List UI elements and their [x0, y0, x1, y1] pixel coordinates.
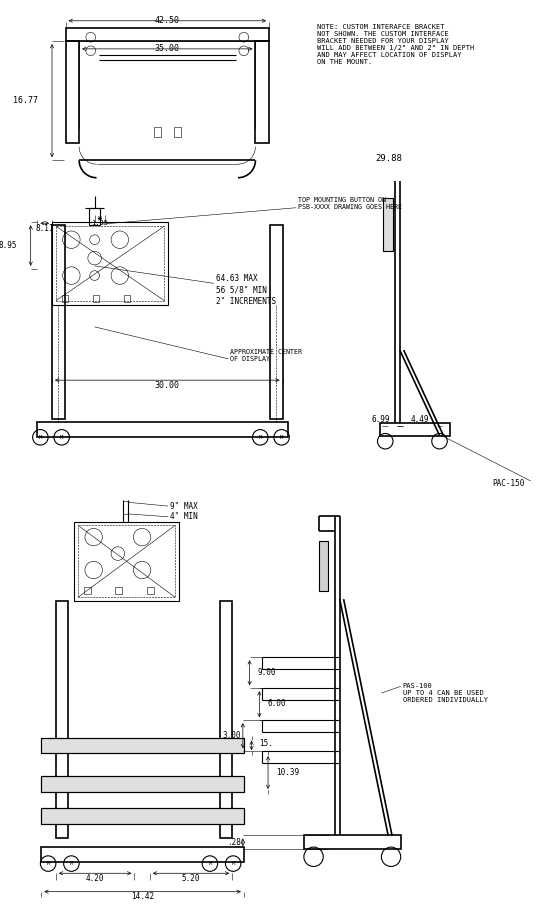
Text: M: M	[60, 435, 64, 440]
Text: M: M	[39, 435, 42, 440]
Text: PAC-150: PAC-150	[492, 479, 524, 488]
Bar	[220, 601, 232, 838]
Bar	[75, 521, 179, 601]
Text: TOP MOUNTING BUTTON ON
PSB-XXXX DRAWING GOES HERE: TOP MOUNTING BUTTON ON PSB-XXXX DRAWING …	[298, 197, 402, 211]
Bar	[147, 587, 154, 594]
Bar	[383, 198, 393, 251]
Text: NOTE: CUSTOM INTERAFCE BRACKET
NOT SHOWN. THE CUSTOM INTERFACE
BRACKET NEEDED FO: NOTE: CUSTOM INTERAFCE BRACKET NOT SHOWN…	[317, 24, 475, 65]
Bar	[84, 587, 91, 594]
Bar	[304, 835, 401, 849]
Bar	[41, 777, 244, 792]
Bar	[89, 208, 100, 225]
Bar	[62, 295, 68, 301]
Text: 4.20: 4.20	[86, 874, 104, 883]
Bar	[66, 27, 269, 41]
Bar	[52, 223, 168, 305]
Text: 8.95: 8.95	[0, 241, 17, 250]
Bar	[380, 423, 450, 436]
Text: 16.77: 16.77	[14, 96, 38, 105]
Text: 2" INCREMENTS: 2" INCREMENTS	[216, 297, 276, 306]
Text: 9" MAX: 9" MAX	[170, 502, 198, 510]
Bar	[41, 808, 244, 823]
Bar	[56, 226, 164, 300]
Text: M: M	[259, 435, 262, 440]
Text: .28: .28	[227, 838, 241, 846]
Text: 4.49: 4.49	[410, 415, 429, 424]
Text: M: M	[208, 861, 212, 866]
Bar	[41, 847, 244, 862]
Text: 29.88: 29.88	[375, 154, 402, 163]
Text: M: M	[232, 861, 235, 866]
Text: 3.00: 3.00	[222, 731, 241, 740]
Text: 8.11: 8.11	[36, 224, 54, 233]
Bar	[174, 127, 181, 137]
Bar	[124, 295, 130, 301]
Bar	[41, 737, 244, 753]
Text: 64.63 MAX: 64.63 MAX	[216, 274, 258, 283]
Bar	[78, 526, 175, 597]
Text: 35.00: 35.00	[155, 44, 180, 53]
Text: 1.95: 1.95	[92, 220, 109, 226]
Text: 30.00: 30.00	[155, 380, 180, 389]
Text: 4" MIN: 4" MIN	[170, 512, 198, 521]
Bar	[41, 808, 244, 823]
Text: 42.50: 42.50	[155, 16, 180, 26]
Text: M: M	[280, 435, 283, 440]
Text: 10.39: 10.39	[276, 768, 299, 777]
Text: 14.42: 14.42	[131, 892, 154, 901]
Bar	[41, 737, 244, 753]
Text: 9.00: 9.00	[258, 669, 276, 677]
Bar	[93, 295, 100, 301]
Bar	[52, 225, 65, 419]
Bar	[270, 225, 283, 419]
Text: 6.00: 6.00	[267, 699, 286, 708]
Text: 5.20: 5.20	[182, 874, 200, 883]
Text: APPROXIMATE CENTER
OF DISPLAY: APPROXIMATE CENTER OF DISPLAY	[230, 350, 302, 363]
Text: M: M	[70, 861, 73, 866]
Text: 15.: 15.	[259, 739, 273, 748]
Bar	[56, 601, 68, 838]
Bar	[319, 541, 328, 592]
Bar	[115, 587, 122, 594]
Text: 6.99: 6.99	[372, 415, 390, 424]
Bar	[41, 777, 244, 792]
Text: 56 5/8" MIN: 56 5/8" MIN	[216, 286, 266, 295]
Bar	[154, 127, 161, 137]
Bar	[255, 41, 269, 143]
Text: PAS-100
UP TO 4 CAN BE USED
ORDERED INDIVIDUALLY: PAS-100 UP TO 4 CAN BE USED ORDERED INDI…	[403, 683, 488, 703]
Bar	[37, 422, 288, 437]
Text: M: M	[47, 861, 50, 866]
Bar	[66, 41, 79, 143]
